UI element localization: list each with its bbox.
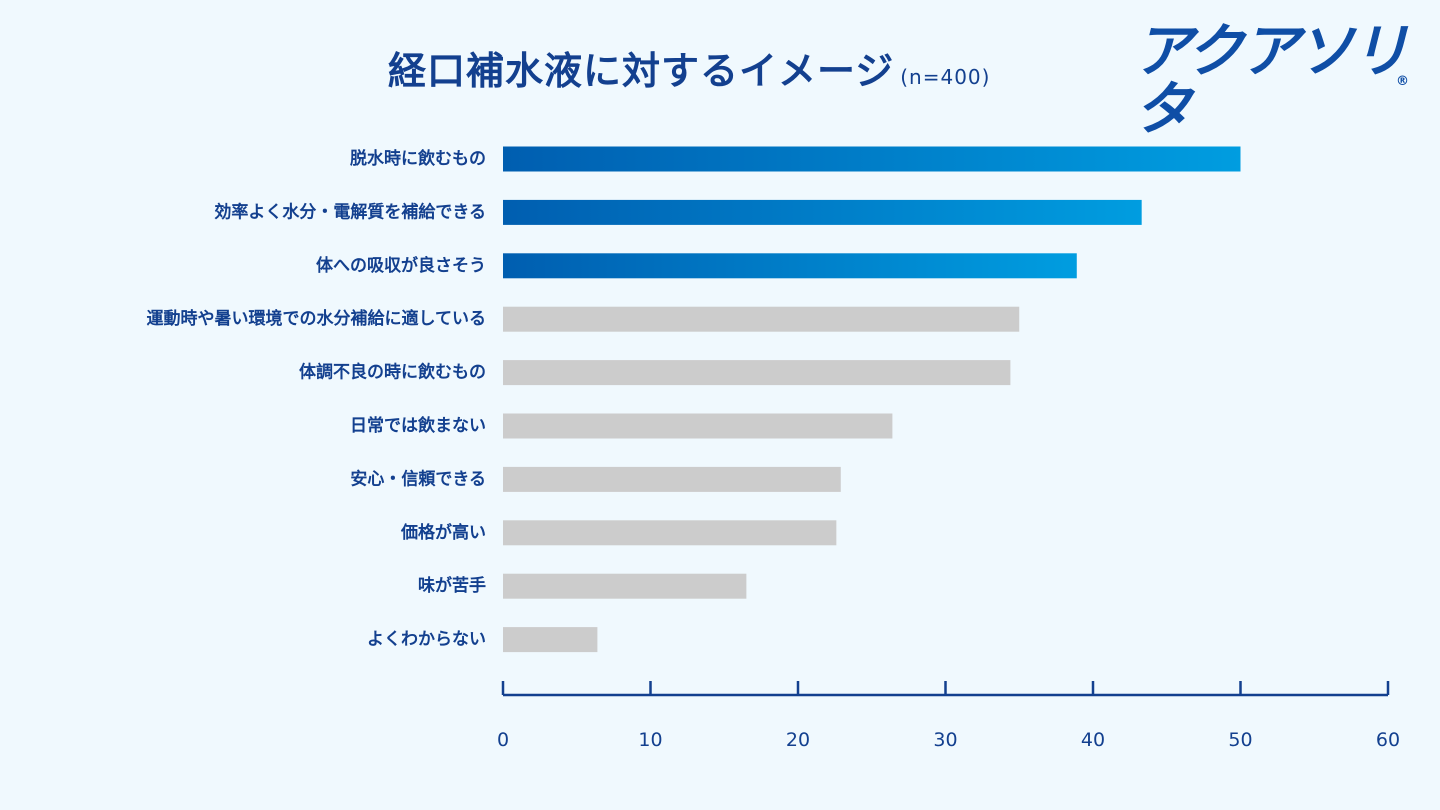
chart-title: 経口補水液に対するイメージ bbox=[388, 49, 895, 93]
category-label: 安心・信頼できる bbox=[350, 468, 486, 489]
category-label: 効率よく水分・電解質を補給できる bbox=[214, 201, 486, 222]
sample-size: (n=400) bbox=[900, 65, 991, 89]
x-tick-label: 30 bbox=[933, 729, 957, 751]
chart-title-block: 経口補水液に対するイメージ (n=400) bbox=[388, 40, 990, 95]
category-label: 体への吸収が良さそう bbox=[316, 255, 486, 276]
x-tick-label: 20 bbox=[786, 729, 810, 751]
bar bbox=[503, 306, 1020, 332]
x-tick-label: 60 bbox=[1376, 729, 1400, 751]
brand-logo: アクアソリタ bbox=[1134, 17, 1409, 143]
bar bbox=[503, 413, 893, 439]
bar bbox=[503, 520, 837, 546]
brand-registered-mark: ® bbox=[1396, 74, 1409, 89]
category-label: 脱水時に飲むもの bbox=[350, 148, 486, 169]
bar bbox=[503, 573, 747, 599]
category-label: 日常では飲まない bbox=[350, 415, 486, 436]
category-label: 運動時や暑い環境での水分補給に適している bbox=[147, 308, 487, 329]
category-label: 体調不良の時に飲むもの bbox=[299, 362, 486, 383]
category-label: 味が苦手 bbox=[418, 575, 486, 596]
x-tick-label: 0 bbox=[497, 729, 509, 751]
bar bbox=[503, 253, 1077, 279]
category-label: よくわからない bbox=[367, 630, 486, 650]
x-tick-label: 10 bbox=[638, 729, 662, 751]
bar bbox=[503, 627, 598, 653]
x-tick-label: 50 bbox=[1228, 729, 1252, 751]
bar bbox=[503, 199, 1142, 225]
bar bbox=[503, 466, 841, 492]
x-tick-label: 40 bbox=[1081, 729, 1105, 751]
bar bbox=[503, 146, 1241, 172]
bar bbox=[503, 360, 1011, 386]
category-label: 価格が高い bbox=[400, 522, 486, 543]
